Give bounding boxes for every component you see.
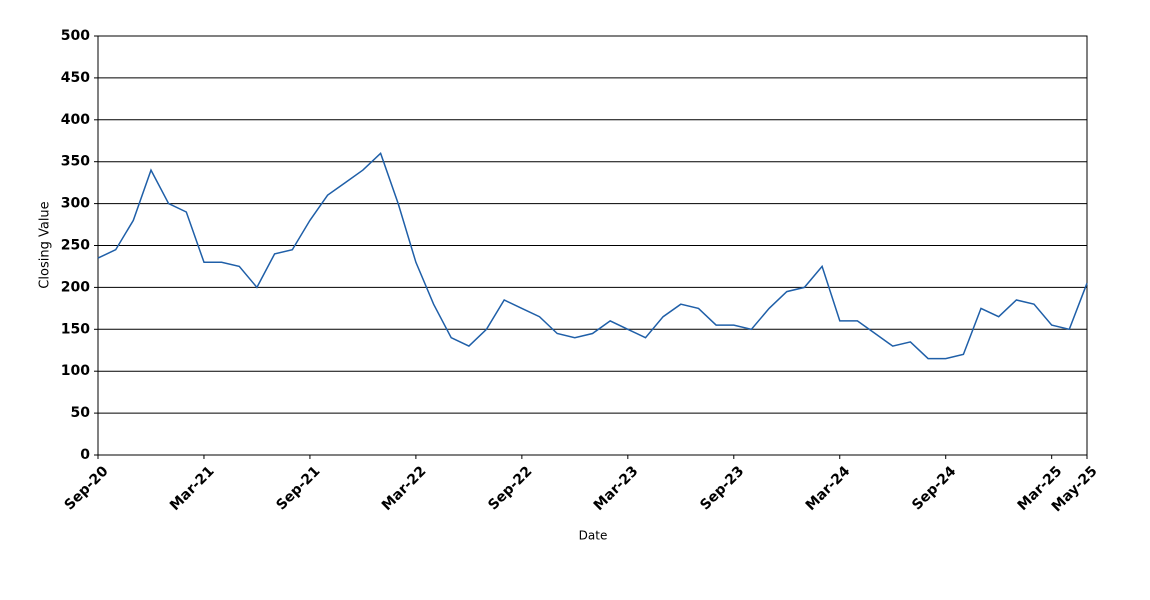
y-tick-label: 400 [61, 112, 90, 128]
y-tick-label: 0 [80, 447, 90, 463]
y-tick-label: 500 [61, 28, 90, 44]
y-tick-label: 300 [61, 196, 90, 212]
x-axis-label: Date [579, 529, 608, 543]
x-tick-label: Sep-22 [485, 463, 535, 513]
y-tick-label: 250 [61, 238, 90, 254]
x-tick-label: Sep-21 [273, 463, 323, 513]
x-tick-label: Sep-20 [61, 463, 111, 513]
x-tick-label: Sep-23 [697, 463, 747, 513]
x-tick-label: Mar-22 [379, 463, 430, 514]
x-tick-label: Mar-21 [167, 463, 218, 514]
y-tick-label: 50 [71, 405, 91, 421]
x-tick-label: Mar-23 [591, 463, 642, 514]
y-tick-label: 150 [61, 321, 90, 337]
x-tick-label: Mar-24 [803, 463, 854, 514]
y-tick-label: 100 [61, 363, 90, 379]
y-tick-label: 350 [61, 154, 90, 170]
y-tick-label: 200 [61, 279, 90, 295]
y-tick-label: 450 [61, 70, 90, 86]
line-series [97, 151, 1088, 360]
y-axis-label: Closing Value [38, 201, 53, 288]
x-tick-label: Sep-24 [909, 463, 959, 513]
